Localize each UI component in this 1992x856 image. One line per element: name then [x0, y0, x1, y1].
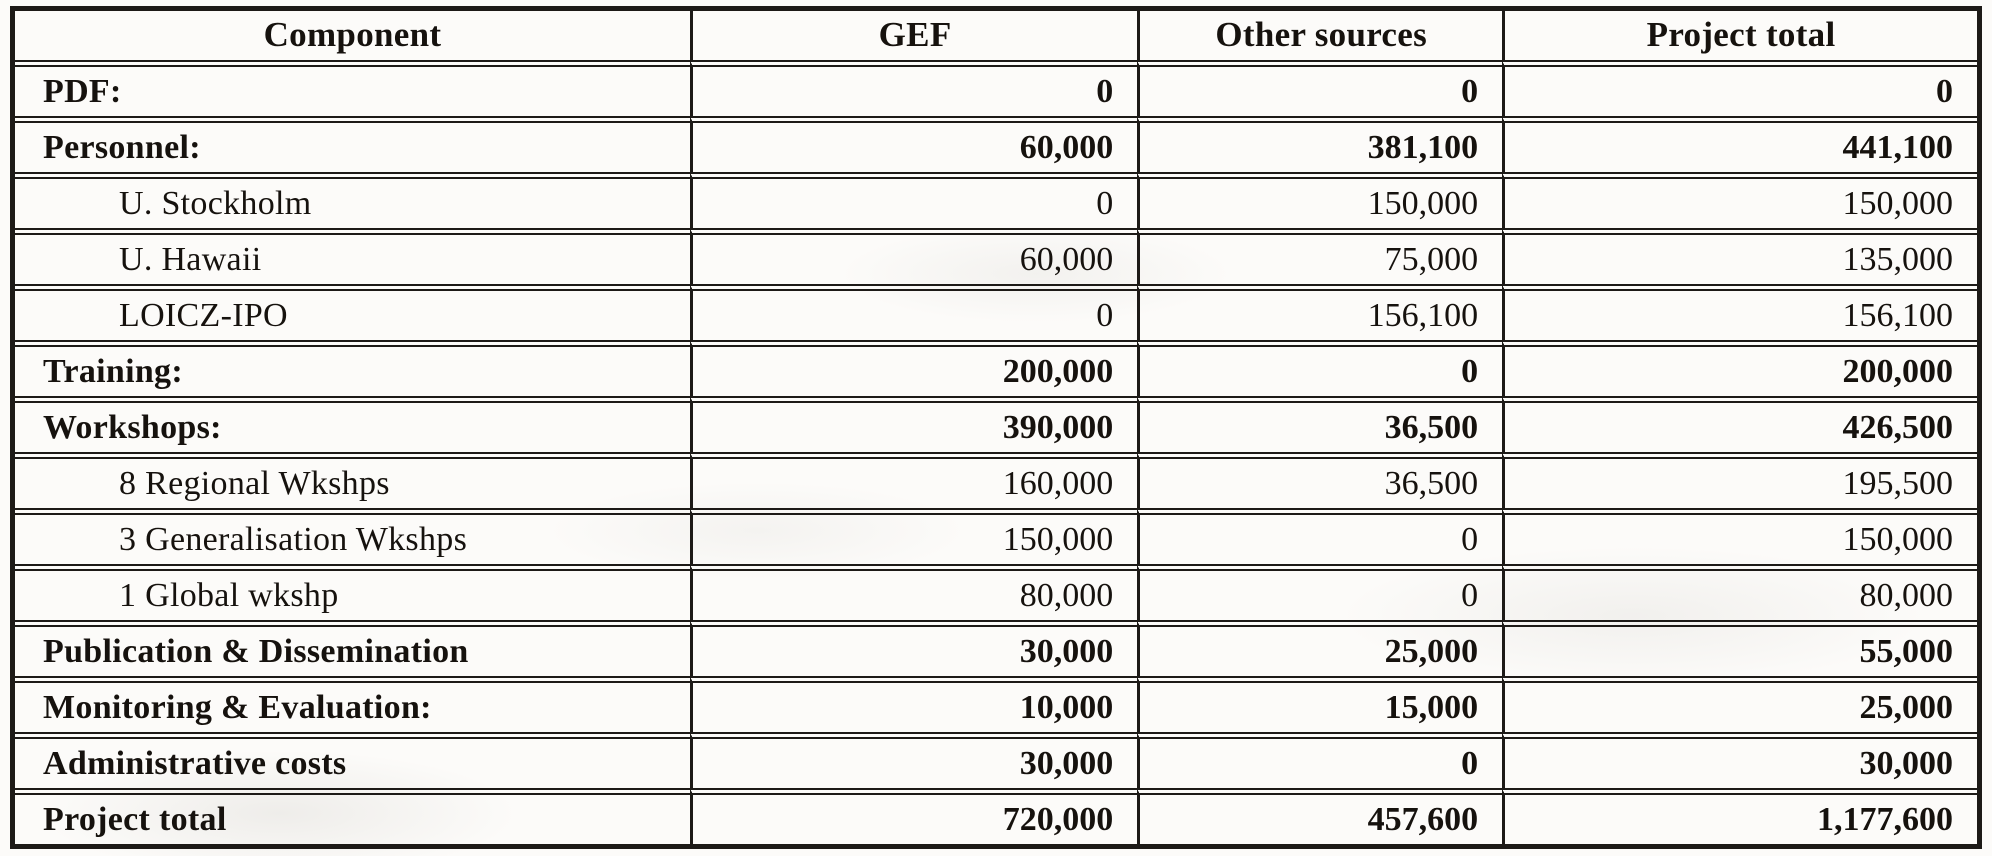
cell-project-total: 1,177,600 [1502, 788, 1977, 844]
cell-project-total: 55,000 [1502, 620, 1977, 676]
table-row: U. Stockholm 0 150,000 150,000 [15, 172, 1977, 228]
cell-other-sources: 25,000 [1137, 620, 1503, 676]
cell-gef: 0 [689, 60, 1138, 116]
cell-component: Personnel: [15, 116, 690, 172]
cell-other-sources: 75,000 [1137, 228, 1503, 284]
cell-other-sources: 381,100 [1137, 116, 1503, 172]
cell-other-sources: 36,500 [1137, 396, 1503, 452]
table-row: 3 Generalisation Wkshps 150,000 0 150,00… [15, 508, 1977, 564]
cell-component: U. Hawaii [15, 228, 690, 284]
header-row: Component GEF Other sources Project tota… [15, 11, 1977, 60]
cell-component: Workshops: [15, 396, 690, 452]
cell-component: Administrative costs [15, 732, 690, 788]
table-row: PDF: 0 0 0 [15, 60, 1977, 116]
table-row: Workshops: 390,000 36,500 426,500 [15, 396, 1977, 452]
cell-gef: 30,000 [689, 620, 1138, 676]
column-header-gef: GEF [689, 11, 1137, 60]
cell-component: LOICZ-IPO [15, 284, 690, 340]
cell-project-total: 200,000 [1502, 340, 1977, 396]
cell-project-total: 30,000 [1502, 732, 1977, 788]
column-header-other-sources: Other sources [1137, 11, 1502, 60]
cell-component: PDF: [15, 60, 690, 116]
cell-component: Project total [15, 788, 690, 844]
cell-project-total: 150,000 [1502, 508, 1977, 564]
table-row: 1 Global wkshp 80,000 0 80,000 [15, 564, 1977, 620]
table-row: Monitoring & Evaluation: 10,000 15,000 2… [15, 676, 1977, 732]
cell-other-sources: 36,500 [1137, 452, 1503, 508]
cell-gef: 390,000 [689, 396, 1138, 452]
cell-gef: 60,000 [689, 228, 1138, 284]
table-row: Project total 720,000 457,600 1,177,600 [15, 788, 1977, 844]
cell-component: 1 Global wkshp [15, 564, 690, 620]
cell-component: Publication & Dissemination [15, 620, 690, 676]
cell-component: U. Stockholm [15, 172, 690, 228]
cell-gef: 720,000 [689, 788, 1138, 844]
cell-component: Training: [15, 340, 690, 396]
cell-project-total: 135,000 [1502, 228, 1977, 284]
cell-component: Monitoring & Evaluation: [15, 676, 690, 732]
cell-gef: 60,000 [689, 116, 1138, 172]
cell-other-sources: 150,000 [1137, 172, 1503, 228]
cell-other-sources: 15,000 [1137, 676, 1503, 732]
cell-component: 8 Regional Wkshps [15, 452, 690, 508]
cell-project-total: 150,000 [1502, 172, 1977, 228]
column-header-component: Component [263, 15, 442, 55]
cell-other-sources: 457,600 [1137, 788, 1503, 844]
budget-table: Component GEF Other sources Project tota… [10, 6, 1982, 849]
cell-project-total: 156,100 [1502, 284, 1977, 340]
cell-other-sources: 156,100 [1137, 284, 1503, 340]
cell-other-sources: 0 [1137, 340, 1503, 396]
cell-component: 3 Generalisation Wkshps [15, 508, 690, 564]
column-header-project-total: Project total [1502, 11, 1977, 60]
cell-project-total: 195,500 [1502, 452, 1977, 508]
cell-gef: 150,000 [689, 508, 1138, 564]
cell-other-sources: 0 [1137, 564, 1503, 620]
cell-other-sources: 0 [1137, 732, 1503, 788]
table-row: U. Hawaii 60,000 75,000 135,000 [15, 228, 1977, 284]
table-row: Publication & Dissemination 30,000 25,00… [15, 620, 1977, 676]
cell-project-total: 441,100 [1502, 116, 1977, 172]
table-row: Training: 200,000 0 200,000 [15, 340, 1977, 396]
cell-project-total: 25,000 [1502, 676, 1977, 732]
table-row: LOICZ-IPO 0 156,100 156,100 [15, 284, 1977, 340]
cell-gef: 0 [689, 172, 1138, 228]
table-row: Personnel: 60,000 381,100 441,100 [15, 116, 1977, 172]
cell-gef: 80,000 [689, 564, 1138, 620]
cell-gef: 200,000 [689, 340, 1138, 396]
cell-other-sources: 0 [1137, 60, 1503, 116]
cell-gef: 30,000 [689, 732, 1138, 788]
table-row: 8 Regional Wkshps 160,000 36,500 195,500 [15, 452, 1977, 508]
cell-gef: 160,000 [689, 452, 1138, 508]
cell-gef: 0 [689, 284, 1138, 340]
table-row: Administrative costs 30,000 0 30,000 [15, 732, 1977, 788]
cell-project-total: 426,500 [1502, 396, 1977, 452]
cell-gef: 10,000 [689, 676, 1138, 732]
cell-other-sources: 0 [1137, 508, 1503, 564]
cell-project-total: 0 [1502, 60, 1977, 116]
cell-project-total: 80,000 [1502, 564, 1977, 620]
